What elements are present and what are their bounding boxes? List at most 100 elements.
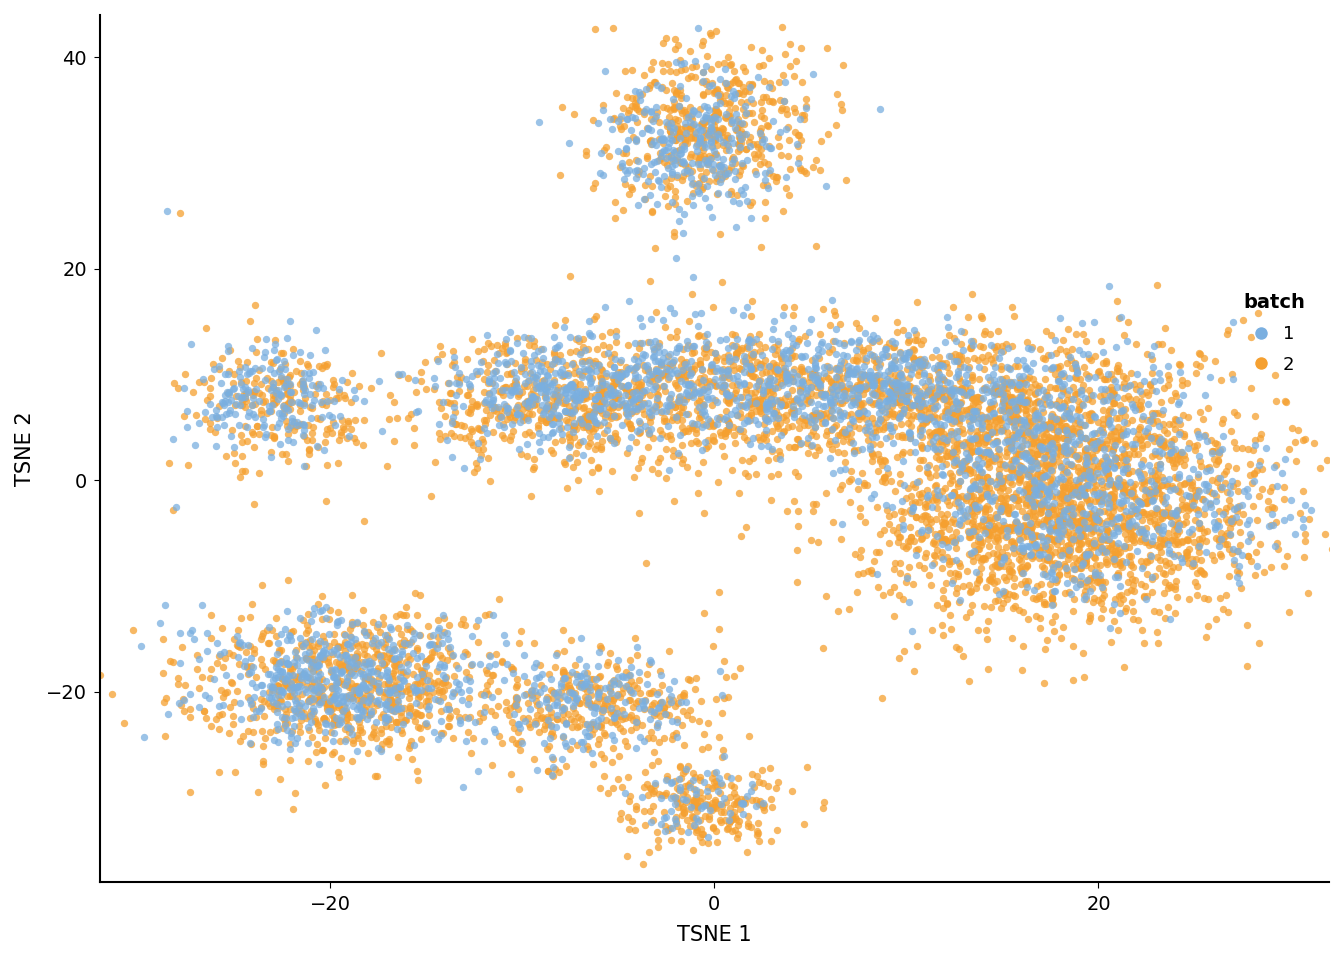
Point: [215, 387, 237, 402]
Point: [823, 411, 844, 426]
Point: [671, 718, 692, 733]
Point: [751, 132, 773, 147]
Point: [942, 572, 964, 588]
Point: [978, 444, 1000, 460]
Point: [843, 444, 864, 459]
Point: [851, 542, 872, 558]
Point: [680, 365, 702, 380]
Point: [1055, 473, 1077, 489]
Point: [277, 656, 298, 671]
Point: [668, 394, 689, 409]
Point: [694, 726, 715, 741]
Point: [269, 363, 290, 378]
Point: [450, 418, 472, 433]
Point: [1120, 530, 1141, 545]
Point: [543, 344, 564, 359]
Point: [785, 125, 806, 140]
Point: [1038, 420, 1059, 435]
Point: [113, 715, 134, 731]
Point: [923, 400, 945, 416]
Point: [771, 68, 793, 84]
Point: [636, 383, 657, 398]
Point: [946, 581, 968, 596]
Point: [964, 543, 985, 559]
Point: [976, 409, 997, 424]
Point: [688, 176, 710, 191]
Point: [401, 406, 422, 421]
Point: [976, 429, 997, 444]
Point: [649, 146, 671, 161]
Point: [960, 503, 981, 518]
Point: [812, 344, 833, 359]
Point: [289, 403, 310, 419]
Point: [664, 698, 685, 713]
Point: [946, 407, 968, 422]
Point: [1055, 422, 1077, 438]
Point: [707, 783, 728, 799]
Point: [919, 436, 941, 451]
Point: [1106, 360, 1128, 375]
Point: [231, 389, 253, 404]
Point: [724, 172, 746, 187]
Point: [1220, 423, 1242, 439]
Point: [984, 450, 1005, 466]
Point: [370, 649, 391, 664]
Point: [692, 172, 714, 187]
Point: [938, 497, 960, 513]
Point: [1144, 468, 1165, 483]
Point: [1035, 434, 1056, 449]
Point: [879, 367, 900, 382]
Point: [188, 374, 210, 390]
Point: [485, 364, 507, 379]
Point: [204, 408, 226, 423]
Point: [704, 109, 726, 125]
Point: [384, 678, 406, 693]
Point: [1008, 522, 1030, 538]
Point: [689, 101, 711, 116]
Point: [586, 396, 607, 412]
Point: [650, 787, 672, 803]
Point: [961, 286, 982, 301]
Point: [704, 779, 726, 794]
Point: [621, 684, 642, 700]
Point: [668, 447, 689, 463]
Point: [390, 679, 411, 694]
Point: [894, 350, 915, 366]
Point: [1001, 452, 1023, 468]
Point: [1091, 402, 1113, 418]
Point: [484, 724, 505, 739]
Point: [363, 727, 384, 742]
Point: [254, 394, 276, 409]
Point: [625, 164, 646, 180]
Point: [903, 396, 925, 412]
Point: [554, 688, 575, 704]
Point: [977, 348, 999, 363]
Point: [718, 821, 739, 836]
Point: [1105, 548, 1126, 564]
Point: [1110, 596, 1132, 612]
Point: [659, 357, 680, 372]
Point: [1120, 527, 1141, 542]
Point: [792, 376, 813, 392]
Point: [659, 62, 680, 78]
Point: [353, 670, 375, 685]
Point: [992, 480, 1013, 495]
Point: [427, 674, 449, 689]
Point: [687, 328, 708, 344]
Point: [1245, 544, 1266, 560]
Point: [657, 398, 679, 414]
Point: [977, 632, 999, 647]
Point: [612, 158, 633, 174]
Point: [337, 690, 359, 706]
Point: [536, 741, 558, 756]
Point: [1223, 501, 1245, 516]
Point: [978, 527, 1000, 542]
Point: [712, 706, 734, 721]
Point: [538, 384, 559, 399]
Point: [918, 410, 939, 425]
Point: [403, 737, 425, 753]
Point: [1036, 458, 1058, 473]
Point: [910, 398, 931, 414]
Point: [634, 192, 656, 207]
Point: [669, 758, 691, 774]
